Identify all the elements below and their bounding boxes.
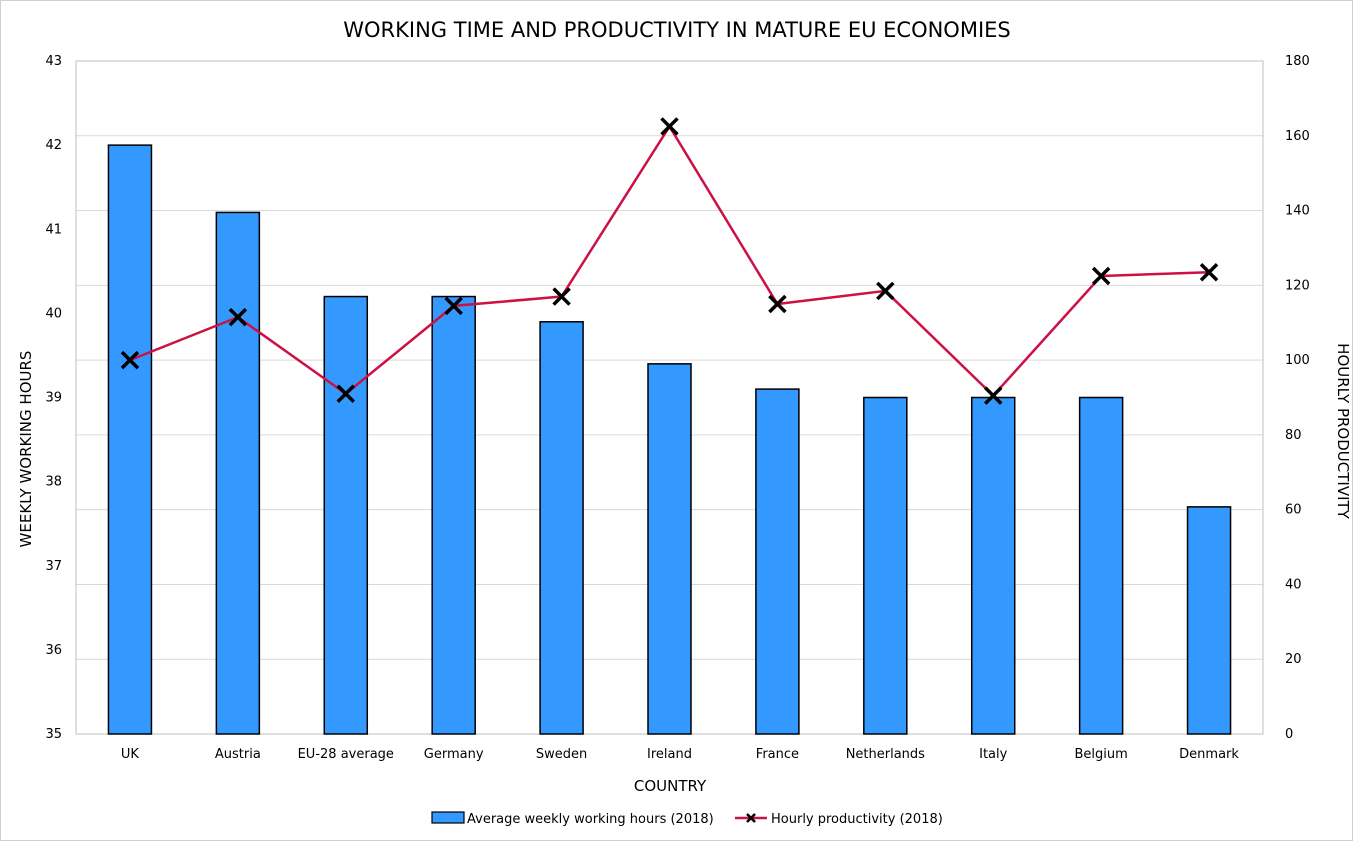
marker-stroke	[876, 281, 895, 301]
data-point-marker	[768, 294, 787, 314]
bar	[539, 321, 584, 735]
legend-marker-stroke	[746, 813, 756, 823]
right-tick-label: 100	[1285, 353, 1310, 368]
data-point-marker	[876, 281, 895, 301]
marker-stroke	[444, 296, 463, 316]
marker-stroke	[660, 117, 679, 136]
data-point-marker	[983, 386, 1003, 405]
legend-label-bars: Average weekly working hours (2018)	[467, 812, 714, 827]
bar	[323, 295, 369, 735]
marker-stroke	[1091, 266, 1111, 286]
left-tick-label: 35	[45, 727, 62, 742]
x-axis-labels: UK Austria EU-28 average Germany Sweden Irela…	[121, 747, 1239, 762]
left-tick-label: 40	[45, 306, 62, 321]
x-tick-label: Netherlands	[846, 747, 925, 762]
x-tick-label: Sweden	[536, 747, 587, 762]
x-axis-title: COUNTRY	[634, 777, 707, 795]
x-tick-label: EU-28 average	[298, 747, 394, 762]
marker-stroke	[552, 287, 571, 306]
legend-label-line: Hourly productivity (2018)	[771, 812, 943, 827]
left-tick-label: 43	[45, 54, 62, 69]
x-tick-label: Austria	[215, 747, 261, 762]
bar	[1186, 506, 1232, 735]
left-tick-label: 37	[45, 559, 62, 574]
data-point-marker	[1091, 266, 1111, 286]
right-tick-label: 180	[1285, 54, 1310, 69]
x-tick-label: Italy	[979, 747, 1008, 762]
marker-stroke	[228, 307, 248, 327]
right-tick-label: 160	[1285, 129, 1310, 144]
bar	[215, 211, 261, 735]
x-tick-label: Denmark	[1179, 747, 1239, 762]
bar	[647, 363, 692, 735]
x-tick-label: France	[756, 747, 799, 762]
data-point-marker	[228, 307, 248, 327]
bar	[1078, 396, 1124, 735]
data-point-marker	[1199, 263, 1219, 282]
right-tick-label: 20	[1285, 652, 1302, 667]
right-axis-ticks: 0 20 40 60 80 100 120 140 160 180	[1285, 54, 1310, 742]
right-tick-label: 120	[1285, 278, 1310, 293]
left-tick-label: 36	[45, 643, 62, 658]
bar	[107, 144, 153, 735]
marker-stroke	[983, 386, 1003, 405]
bar	[755, 388, 800, 735]
x-tick-label: Belgium	[1074, 747, 1127, 762]
data-point-marker	[552, 287, 571, 306]
x-tick-label: Ireland	[647, 747, 692, 762]
bar	[970, 396, 1016, 735]
bar	[863, 396, 908, 735]
left-axis-ticks: 35 36 37 38 39 40 41 42 43	[45, 54, 62, 742]
marker-stroke	[768, 294, 787, 314]
left-tick-label: 42	[45, 138, 62, 153]
marker-stroke	[336, 384, 356, 403]
left-tick-label: 39	[45, 391, 62, 406]
left-tick-label: 41	[45, 222, 62, 237]
series-line	[129, 124, 1210, 398]
left-axis-title: WEEKLY WORKING HOURS	[17, 351, 35, 548]
right-tick-label: 0	[1285, 727, 1293, 742]
right-tick-label: 60	[1285, 503, 1302, 518]
chart-title: WORKING TIME AND PRODUCTIVITY IN MATURE …	[343, 18, 1011, 42]
bar	[431, 295, 476, 735]
data-point-marker	[444, 296, 463, 316]
line-series	[120, 117, 1219, 405]
right-tick-label: 140	[1285, 204, 1310, 219]
x-tick-label: Germany	[424, 747, 484, 762]
legend-swatch-bars	[431, 811, 465, 824]
data-point-marker	[660, 117, 679, 136]
right-axis-title: HOURLY PRODUCTIVITY	[1334, 343, 1352, 519]
bar-series	[107, 144, 1232, 735]
marker-stroke	[120, 350, 140, 370]
left-tick-label: 38	[45, 475, 62, 490]
marker-stroke	[1199, 263, 1219, 282]
legend: Average weekly working hours (2018) Hourl…	[431, 811, 943, 827]
right-tick-label: 80	[1285, 428, 1302, 443]
data-point-marker	[336, 384, 356, 403]
right-tick-label: 40	[1285, 577, 1302, 592]
data-point-marker	[120, 350, 140, 370]
x-tick-label: UK	[121, 747, 140, 762]
